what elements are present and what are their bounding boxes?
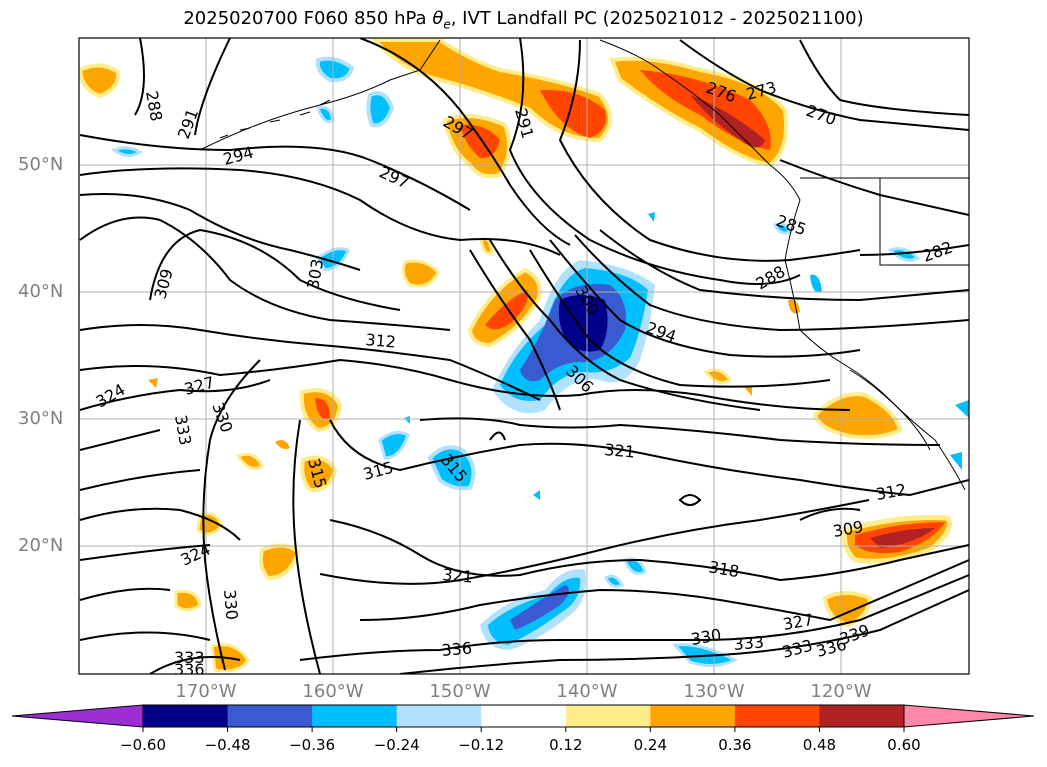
colorbar-tick-label: −0.12: [458, 736, 504, 754]
colorbar-segment: [481, 705, 566, 727]
colorbar-segment: [312, 705, 397, 727]
colorbar-segment: [819, 705, 904, 727]
colorbar-tick-label: −0.24: [374, 736, 420, 754]
colorbar-tickmarks: [143, 727, 904, 732]
colorbar-extend-max: [904, 705, 1034, 727]
colorbar-segment: [397, 705, 482, 727]
colorbar-tick-label: 0.48: [803, 736, 836, 754]
colorbar-tick-label: −0.60: [120, 736, 166, 754]
colorbar-segment: [650, 705, 735, 727]
colorbar-segment: [143, 705, 228, 727]
colorbar-tick-label: −0.36: [289, 736, 335, 754]
colorbar-segment: [735, 705, 820, 727]
colorbar-tick-label: 0.12: [549, 736, 582, 754]
colorbar-tick-label: 0.36: [718, 736, 751, 754]
colorbar-segment: [228, 705, 313, 727]
colorbar-extend-min: [12, 705, 143, 727]
colorbar-tick-label: 0.24: [634, 736, 667, 754]
colorbar-segment: [566, 705, 651, 727]
colorbar-tick-label: 0.60: [887, 736, 920, 754]
colorbar-tick-label: −0.48: [205, 736, 251, 754]
colorbar-segments: [143, 705, 905, 727]
